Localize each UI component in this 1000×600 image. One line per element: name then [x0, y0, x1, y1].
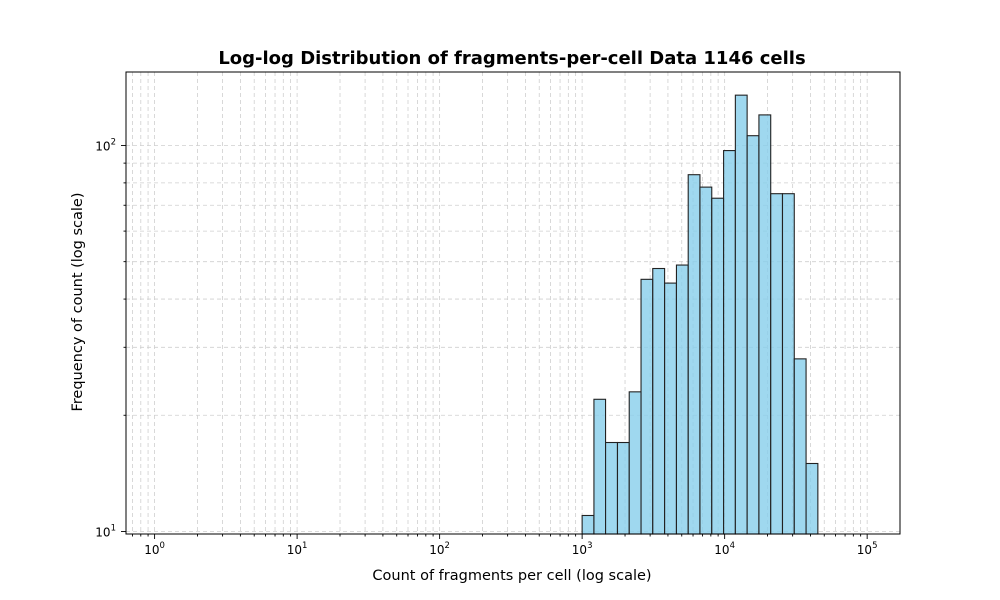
x-tick-label: 105 [857, 541, 878, 557]
histogram-bar [770, 193, 784, 535]
histogram-bar [781, 193, 795, 535]
histogram-bar [675, 264, 689, 535]
x-axis-label: Count of fragments per cell (log scale) [372, 568, 651, 584]
histogram-bar [699, 186, 713, 535]
histogram-bar [711, 197, 725, 535]
histogram-bar [723, 150, 736, 535]
histogram-bar [664, 282, 677, 535]
histogram-bar [734, 94, 748, 535]
y-axis-label: Frequency of count (log scale) [70, 192, 86, 411]
histogram-bar [687, 174, 701, 535]
x-tick-label: 101 [287, 541, 308, 557]
histogram-bar [746, 135, 760, 535]
histogram-bar [640, 278, 654, 535]
histogram-bar [793, 358, 807, 535]
plot-area-frame [125, 71, 901, 535]
histogram-bar [805, 462, 819, 535]
histogram-bar [758, 114, 772, 535]
histogram-bar [593, 398, 607, 535]
x-tick-label: 100 [144, 541, 165, 557]
histogram-bar [616, 441, 630, 535]
x-tick-label: 102 [429, 541, 450, 557]
x-tick-label: 103 [572, 541, 593, 557]
axis-ticks: 100 101 102 103 104 105 101 102 [95, 137, 877, 557]
histogram-bars [581, 94, 819, 535]
y-tick-label: 102 [95, 137, 116, 153]
x-tick-label: 104 [714, 541, 735, 557]
histogram-bar [652, 267, 666, 535]
chart-title: Log-log Distribution of fragments-per-ce… [218, 48, 805, 69]
histogram-bar [605, 441, 619, 535]
y-tick-label: 101 [95, 523, 116, 539]
histogram-bar [628, 391, 642, 535]
histogram-bar [581, 514, 595, 535]
